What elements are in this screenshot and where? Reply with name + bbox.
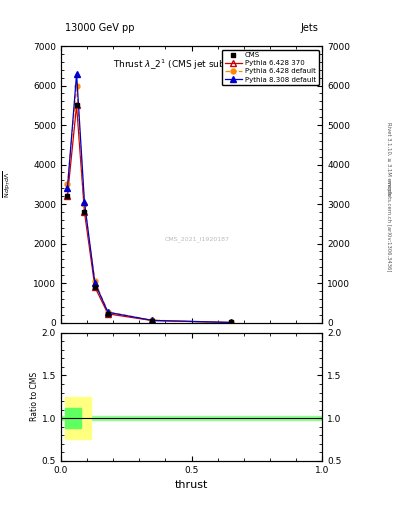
Bar (65, 408, 81, 429)
Pythia 6.428 default (65, 181, 70, 187)
Pythia 6.428 default (74, 82, 79, 89)
Pythia 6.428 default (106, 309, 110, 315)
Text: CMS_2021_I1920187: CMS_2021_I1920187 (164, 237, 229, 243)
Pythia 8.308 default (82, 199, 87, 205)
CMS (74, 102, 79, 109)
Text: mcplots.cern.ch [arXiv:1306.3436]: mcplots.cern.ch [arXiv:1306.3436] (386, 180, 391, 271)
Pythia 6.428 370 (82, 209, 87, 215)
Y-axis label: Ratio to CMS: Ratio to CMS (30, 372, 39, 421)
Pythia 6.428 default (228, 319, 233, 326)
Legend: CMS, Pythia 6.428 370, Pythia 6.428 default, Pythia 8.308 default: CMS, Pythia 6.428 370, Pythia 6.428 defa… (222, 50, 319, 86)
Text: 13000 GeV pp: 13000 GeV pp (65, 23, 134, 33)
Pythia 8.308 default (106, 309, 110, 315)
Text: $\frac{1}{\mathrm{N}} \frac{d^2\mathrm{N}}{d\mathrm{p}_T d\Lambda}$: $\frac{1}{\mathrm{N}} \frac{d^2\mathrm{N… (0, 171, 13, 198)
Pythia 8.308 default (228, 319, 233, 326)
Pythia 6.428 default (150, 317, 155, 323)
Bar (65, 397, 91, 439)
Text: Rivet 3.1.10, ≥ 3.1M events: Rivet 3.1.10, ≥ 3.1M events (386, 122, 391, 196)
Text: Thrust $\lambda\_2^1$ (CMS jet substructure): Thrust $\lambda\_2^1$ (CMS jet substruct… (113, 57, 270, 72)
Pythia 6.428 370 (106, 311, 110, 317)
CMS (92, 284, 97, 290)
X-axis label: thrust: thrust (175, 480, 208, 490)
Pythia 6.428 370 (150, 317, 155, 324)
Line: Pythia 6.428 default: Pythia 6.428 default (65, 83, 233, 325)
CMS (150, 317, 155, 324)
Line: CMS: CMS (65, 103, 233, 325)
CMS (228, 319, 233, 326)
Pythia 8.308 default (74, 71, 79, 77)
CMS (82, 209, 87, 215)
Line: Pythia 8.308 default: Pythia 8.308 default (64, 71, 234, 326)
Pythia 6.428 default (82, 201, 87, 207)
Pythia 8.308 default (65, 185, 70, 191)
Pythia 6.428 default (92, 278, 97, 284)
Pythia 8.308 default (150, 317, 155, 324)
CMS (65, 193, 70, 199)
Pythia 8.308 default (92, 280, 97, 286)
Text: Jets: Jets (301, 23, 318, 33)
CMS (106, 311, 110, 317)
Pythia 6.428 370 (65, 193, 70, 199)
Pythia 6.428 370 (92, 284, 97, 290)
Pythia 6.428 370 (74, 102, 79, 109)
Pythia 6.428 370 (228, 319, 233, 326)
Line: Pythia 6.428 370: Pythia 6.428 370 (64, 102, 234, 326)
